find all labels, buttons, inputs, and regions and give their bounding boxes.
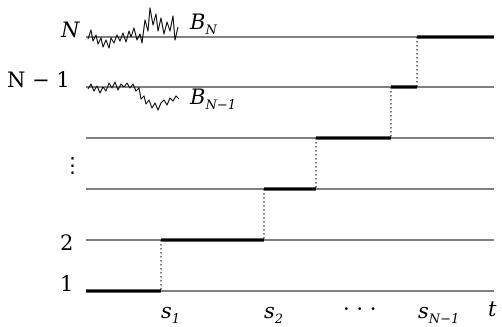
brownian-path-b-n (87, 7, 179, 49)
level-label-1: 1 (60, 272, 73, 296)
time-label-s2: s2 (264, 299, 283, 327)
label-b-n-minus-1: BN−1 (189, 85, 236, 113)
time-label-s1: s1 (161, 299, 180, 327)
time-label-s-n-minus-1: sN−1 (418, 299, 459, 327)
brownian-path-b-n-minus-1 (87, 81, 180, 111)
axis-label-t: t (488, 297, 497, 321)
label-b-n: BN (189, 10, 217, 38)
level-label-n-minus-1: N − 1 (7, 68, 70, 92)
level-label-dots: ⋮ (62, 153, 83, 177)
level-label-n: N (60, 18, 80, 42)
time-label-ellipsis: · · · (343, 297, 376, 321)
level-label-2: 2 (60, 231, 73, 255)
